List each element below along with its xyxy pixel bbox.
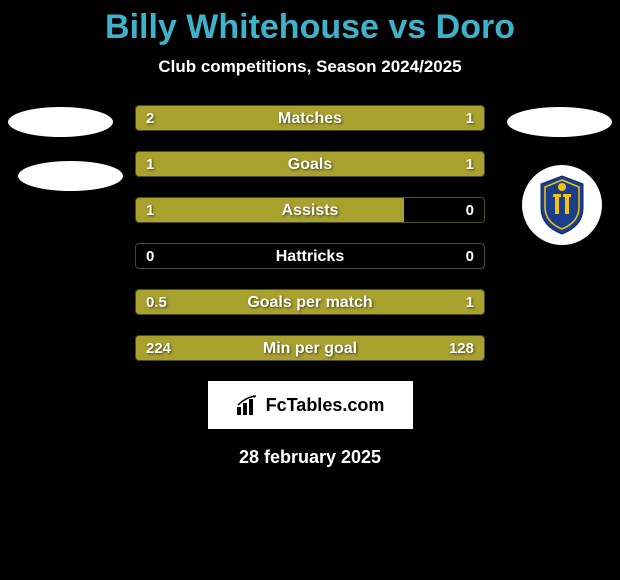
stat-rows: 21Matches 11Goals 10Assists 00Hattricks 0.51… [135, 105, 485, 361]
fctables-logo-icon [236, 395, 260, 415]
page-title: Billy Whitehouse vs Doro [0, 0, 620, 47]
player-left-avatar-2 [18, 161, 123, 191]
stat-row: 11Goals [135, 151, 485, 177]
stat-row: 00Hattricks [135, 243, 485, 269]
stat-label: Hattricks [136, 244, 484, 269]
stat-label: Goals per match [136, 290, 484, 315]
player-right-club-badge [522, 165, 602, 245]
club-crest-icon [537, 174, 587, 236]
stat-row: 224128Min per goal [135, 335, 485, 361]
date-text: 28 february 2025 [0, 447, 620, 468]
stat-row: 0.51Goals per match [135, 289, 485, 315]
watermark-text: FcTables.com [266, 395, 385, 416]
stat-label: Matches [136, 106, 484, 131]
stat-row: 10Assists [135, 197, 485, 223]
stat-label: Goals [136, 152, 484, 177]
subtitle: Club competitions, Season 2024/2025 [0, 57, 620, 77]
stat-label: Min per goal [136, 336, 484, 361]
stat-row: 21Matches [135, 105, 485, 131]
stat-label: Assists [136, 198, 484, 223]
comparison-area: 21Matches 11Goals 10Assists 00Hattricks 0.51… [0, 105, 620, 468]
player-left-avatar-1 [8, 107, 113, 137]
watermark: FcTables.com [208, 381, 413, 429]
player-right-avatar-ellipse [507, 107, 612, 137]
